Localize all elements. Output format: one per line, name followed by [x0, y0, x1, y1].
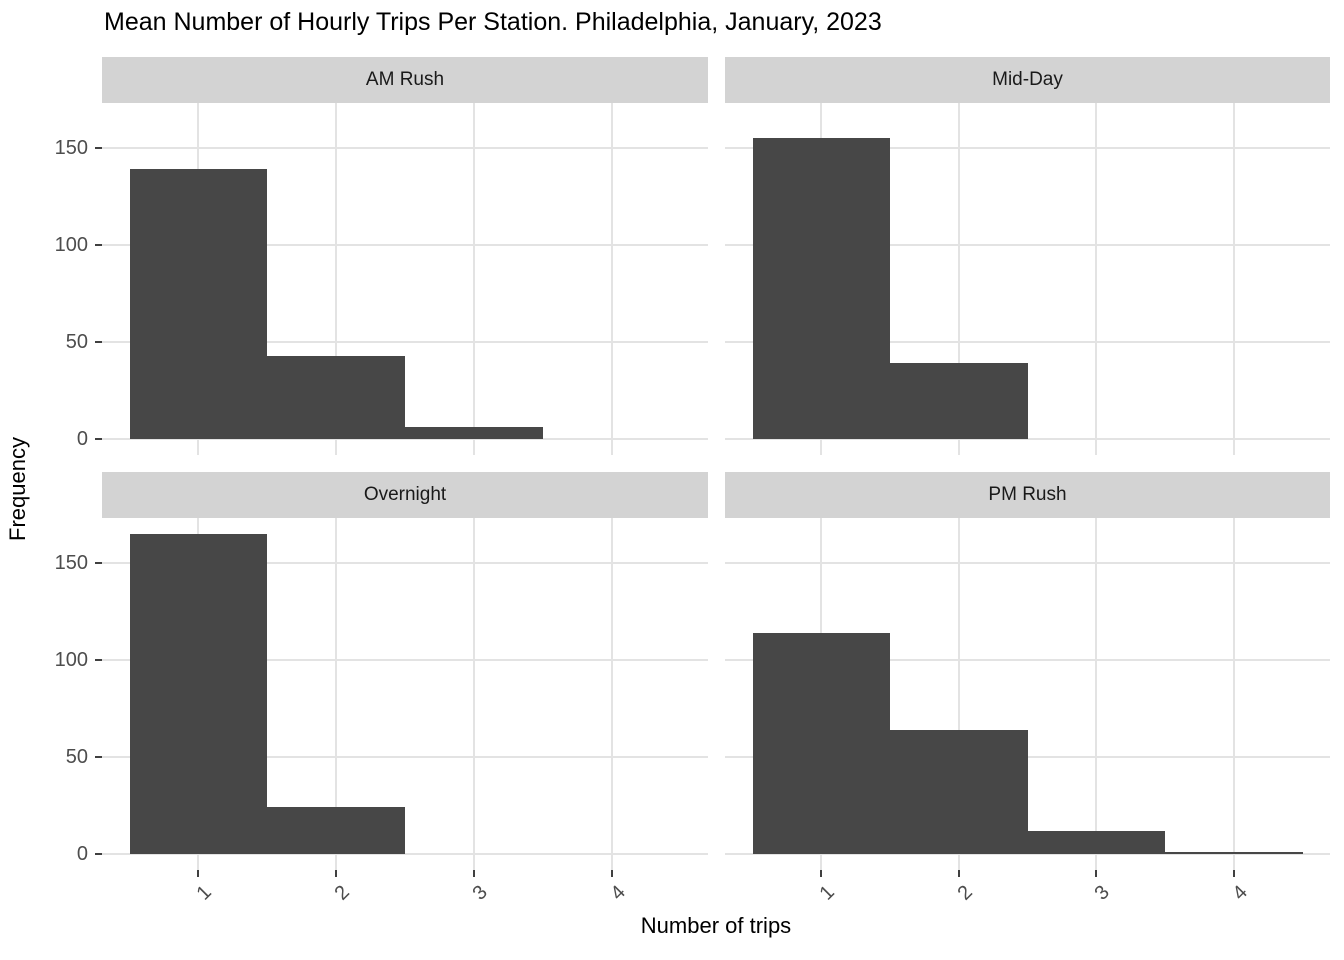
histogram-bar	[267, 807, 405, 854]
y-axis-tick	[95, 659, 102, 662]
histogram-bar	[890, 729, 1028, 854]
histogram-bar	[1165, 852, 1303, 854]
histogram-bar	[267, 355, 405, 439]
y-axis-tick	[95, 341, 102, 344]
x-axis-tick	[820, 870, 823, 877]
facet-panel	[725, 103, 1330, 455]
x-major-gridline	[335, 518, 338, 870]
facet-panel	[725, 518, 1330, 870]
facet-strip-label: Overnight	[363, 484, 447, 505]
x-axis-tick-label: 3	[468, 881, 492, 905]
facet-strip-label: AM Rush	[365, 69, 445, 90]
x-axis-tick	[610, 870, 613, 877]
x-axis-tick	[1095, 870, 1098, 877]
x-major-gridline	[1232, 103, 1235, 455]
y-major-gridline	[725, 341, 1330, 344]
x-axis-tick-label: 2	[953, 881, 977, 905]
y-major-gridline	[102, 244, 708, 247]
x-major-gridline	[610, 103, 613, 455]
histogram-bar	[752, 138, 890, 439]
y-major-gridline	[725, 659, 1330, 662]
x-axis-tick	[1232, 870, 1235, 877]
facet-strip: PM Rush	[725, 472, 1330, 518]
x-axis-tick	[472, 870, 475, 877]
x-major-gridline	[472, 518, 475, 870]
facet-strip-label: PM Rush	[988, 484, 1067, 505]
x-major-gridline	[472, 103, 475, 455]
x-axis-tick-label: 1	[192, 881, 217, 905]
x-axis-tick	[197, 870, 200, 877]
y-major-gridline	[102, 853, 708, 855]
y-major-gridline	[102, 147, 708, 150]
y-major-gridline	[725, 438, 1330, 440]
y-major-gridline	[725, 756, 1330, 759]
y-axis-tick	[95, 244, 102, 247]
facet-panel	[102, 103, 708, 455]
x-axis-tick-label: 2	[330, 881, 354, 905]
y-axis-tick	[95, 853, 102, 855]
x-major-gridline	[957, 103, 960, 455]
histogram-bar	[890, 363, 1028, 439]
x-axis-tick	[957, 870, 960, 877]
y-major-gridline	[102, 562, 708, 565]
y-major-gridline	[102, 659, 708, 662]
y-major-gridline	[725, 853, 1330, 855]
histogram-bar	[129, 169, 268, 439]
y-axis-tick	[95, 562, 102, 565]
y-axis-tick-label: 100	[54, 649, 88, 672]
x-axis-title: Number of trips	[640, 913, 792, 938]
y-axis-tick	[95, 438, 102, 440]
facet-strip-label: Mid-Day	[992, 69, 1063, 90]
histogram-bar	[752, 632, 890, 854]
y-major-gridline	[102, 438, 708, 440]
x-axis-tick-label: 3	[1090, 881, 1115, 905]
x-major-gridline	[1232, 518, 1235, 870]
y-major-gridline	[102, 756, 708, 759]
y-major-gridline	[725, 147, 1330, 150]
y-axis-tick-label: 0	[76, 843, 88, 865]
y-axis-tick-label: 150	[54, 552, 88, 575]
y-axis-tick-label: 50	[65, 746, 88, 769]
x-axis-tick	[335, 870, 338, 877]
histogram-bar	[129, 534, 268, 854]
y-axis-tick-label: 100	[54, 234, 88, 257]
x-axis-tick-label: 4	[606, 881, 630, 905]
y-axis-tick	[95, 147, 102, 150]
y-axis-tick-label: 0	[76, 428, 88, 450]
y-major-gridline	[725, 244, 1330, 247]
histogram-bar	[1027, 830, 1165, 854]
x-major-gridline	[957, 518, 960, 870]
x-major-gridline	[1095, 518, 1098, 870]
y-major-gridline	[725, 562, 1330, 565]
facet-strip: AM Rush	[102, 57, 708, 103]
y-axis-tick	[95, 756, 102, 759]
x-axis-tick-label: 4	[1228, 881, 1252, 905]
x-major-gridline	[1095, 103, 1098, 455]
x-major-gridline	[610, 518, 613, 870]
facet-panel	[102, 518, 708, 870]
facet-strip: Overnight	[102, 472, 708, 518]
x-axis-tick-label: 1	[815, 881, 840, 905]
x-major-gridline	[335, 103, 338, 455]
chart-title: Mean Number of Hourly Trips Per Station.…	[104, 8, 882, 36]
y-major-gridline	[102, 341, 708, 344]
y-axis-title: Frequency	[5, 437, 30, 541]
facet-strip: Mid-Day	[725, 57, 1330, 103]
histogram-bar	[405, 427, 543, 439]
y-axis-tick-label: 50	[65, 331, 88, 354]
y-axis-tick-label: 150	[54, 137, 88, 160]
